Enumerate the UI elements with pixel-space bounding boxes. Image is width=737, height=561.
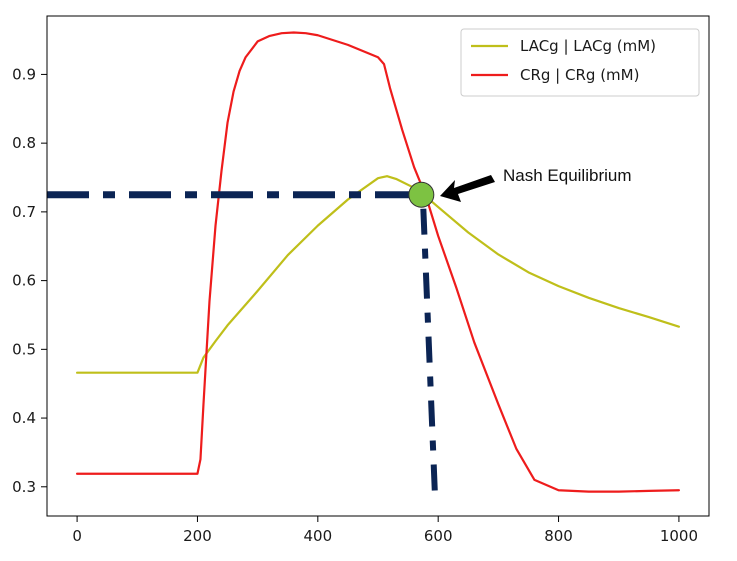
legend: LACg | LACg (mM) CRg | CRg (mM) [460, 28, 700, 97]
guide-line-vertical [420, 208, 439, 501]
y-tick-label: 0.5 [12, 340, 36, 358]
equilibrium-point [408, 181, 435, 208]
y-tick-label: 0.3 [12, 478, 36, 496]
annotation-label: Nash Equilibrium [503, 166, 632, 185]
legend-label-crg: CRg | CRg (mM) [520, 66, 639, 84]
x-tick-label: 0 [72, 527, 82, 545]
x-tick-label: 200 [183, 527, 212, 545]
x-tick-label: 1000 [660, 527, 698, 545]
x-tick-label: 400 [303, 527, 332, 545]
y-tick-label: 0.4 [12, 409, 36, 427]
y-tick-label: 0.6 [12, 272, 36, 290]
x-axis: 0 200 400 600 800 1000 [72, 516, 698, 545]
series-line-crg [75, 31, 681, 493]
series-line-lacg [75, 175, 681, 374]
x-tick-label: 600 [424, 527, 453, 545]
plot-frame [46, 15, 710, 517]
y-tick-label: 0.9 [12, 65, 36, 83]
x-tick-label: 800 [544, 527, 573, 545]
legend-box [460, 28, 700, 97]
legend-label-lacg: LACg | LACg (mM) [520, 37, 656, 55]
plot-content [47, 31, 681, 501]
y-tick-label: 0.8 [12, 134, 36, 152]
annotation: Nash Equilibrium [440, 166, 632, 202]
y-axis: 0.3 0.4 0.5 0.6 0.7 0.8 0.9 [12, 65, 47, 496]
y-tick-label: 0.7 [12, 203, 36, 221]
annotation-arrow [440, 175, 495, 202]
